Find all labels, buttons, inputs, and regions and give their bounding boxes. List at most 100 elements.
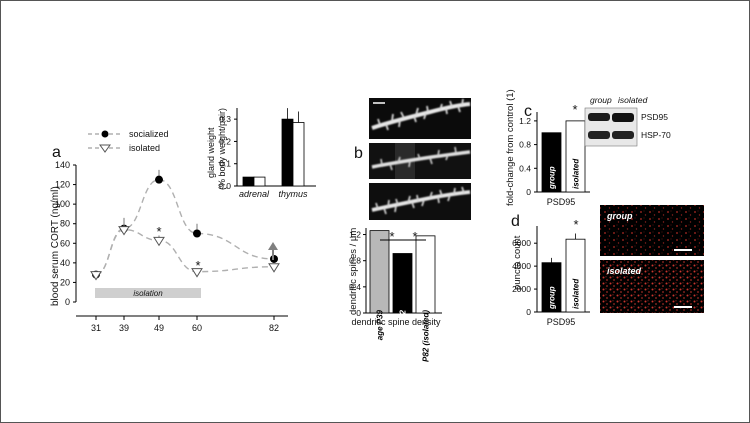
cort-star-60: * (195, 258, 200, 273)
dendrite-image-p82-isolated (369, 183, 471, 220)
gland-y-tick-label: 0.0 (219, 181, 231, 191)
cort-y-label: blood serum CORT (ng/ml) (50, 186, 61, 306)
psd95-y-tick-label: 0.8 (519, 140, 531, 150)
gland-y-tick-label: 0.1 (219, 159, 231, 169)
cort-y-tick-label: 20 (60, 277, 70, 287)
cort-y-tick-label: 80 (60, 219, 70, 229)
puncta-count-chart: d puncta count 0 2000 4000 6000 group isolat… (511, 213, 590, 327)
panel-label-b: b (354, 145, 363, 162)
cort-point-isolated (268, 263, 280, 273)
legend-marker-socialized (101, 130, 109, 138)
gland-y-label-1: gland weight (206, 127, 216, 178)
blot-header-isolated: isolated (618, 95, 648, 105)
legend-label-isolated: isolated (129, 143, 160, 153)
psd95-y-label: fold-change from control (1) (505, 89, 516, 206)
spines-bar-label: age P39 (376, 309, 385, 340)
blot-band-hsp70-isolated (612, 131, 634, 139)
cort-point-isolated (118, 226, 130, 236)
panel-label-d: d (511, 213, 520, 230)
cort-legend: socialized isolated (88, 129, 169, 153)
puncta-bar-isolated (565, 238, 586, 313)
spines-bar (369, 230, 390, 314)
puncta-y-tick-label: 6000 (512, 238, 531, 248)
puncta-y-tick-label: 4000 (512, 261, 531, 271)
gland-y-tick-label: 0.2 (219, 136, 231, 146)
gland-bar-adrenal (253, 176, 266, 187)
cort-x-tick-label: 49 (154, 323, 164, 333)
gland-cat-adrenal: adrenal (239, 189, 270, 199)
spines-y-tick-label: 0.8 (349, 256, 361, 266)
psd95-bar-label: group (548, 166, 557, 190)
cort-point-socialized (155, 175, 163, 184)
psd95-bar-label: isolated (572, 158, 581, 189)
cort-y-tick-label: 40 (60, 258, 70, 268)
blot-band-hsp70-group (588, 131, 610, 139)
blot-label-hsp70: HSP-70 (641, 130, 671, 140)
spines-bar-label: age P82 (399, 309, 408, 340)
panel-label-c: c (524, 103, 532, 120)
dendrite-image-p82 (369, 143, 471, 179)
spines-star-2: * (412, 229, 417, 244)
cort-y-tick-label: 100 (55, 199, 70, 209)
cort-x-tick-label: 31 (91, 323, 101, 333)
spines-star-1: * (389, 229, 394, 244)
cort-y-tick-label: 60 (60, 238, 70, 248)
legend-marker-isolated (99, 144, 111, 153)
arrowhead-icon (268, 242, 278, 250)
psd95-bar-isolated (565, 120, 586, 193)
puncta-bar-label: group (548, 286, 557, 310)
cort-point-isolated (90, 271, 102, 281)
cort-x-tick-label: 60 (192, 323, 202, 333)
puncta-y-label: puncta count (512, 235, 523, 290)
psd95-y-tick-label: 0.4 (519, 163, 531, 173)
spines-bar (392, 253, 413, 314)
blot-band-psd95-isolated (612, 113, 634, 122)
blot-band-psd95-group (588, 113, 610, 121)
gland-weight-chart: gland weight (% body weight/pair) 0.0 0.1… (206, 108, 316, 199)
spines-y-label: dendritic spines / μm (348, 228, 359, 315)
gland-bar-thymus (292, 122, 305, 187)
spines-y-tick-label: 0 (356, 308, 361, 318)
puncta-y-tick-label: 0 (526, 307, 531, 317)
cort-star-49: * (156, 224, 161, 239)
micrograph-group (600, 205, 704, 256)
isolation-bar-label: isolation (133, 289, 163, 298)
panel-label-a: a (52, 144, 61, 161)
blot-label-psd95: PSD95 (641, 112, 668, 122)
gland-bar-thymus (281, 118, 294, 187)
gland-cat-thymus: thymus (278, 189, 308, 199)
western-blot: group isolated PSD95 HSP-70 (584, 95, 671, 147)
micrograph-label-isolated: isolated (607, 266, 642, 276)
isolation-period-bar (95, 288, 201, 298)
spines-bar (415, 235, 436, 314)
puncta-bar-label: isolated (572, 278, 581, 309)
cort-point-isolated (153, 236, 165, 247)
cort-point-socialized (193, 229, 201, 238)
spines-y-tick-label: 1.2 (349, 230, 361, 240)
puncta-y-tick-label: 2000 (512, 284, 531, 294)
spines-bar-label: P82 (isolated) (422, 310, 431, 362)
micrograph-label-group: group (606, 211, 633, 221)
dendrite-image-p39 (369, 98, 471, 139)
cort-chart: a blood serum CORT (ng/ml) 0 20 40 60 80 100 1… (50, 129, 288, 333)
cort-x-tick-label: 82 (269, 323, 279, 333)
psd95-bar-group (541, 132, 562, 193)
spines-y-tick-label: 0.4 (349, 282, 361, 292)
cort-y-tick-label: 140 (55, 160, 70, 170)
gland-y-label-2: (% body weight/pair) (217, 108, 227, 190)
puncta-bar-group (541, 262, 562, 313)
psd95-fold-change-chart: c fold-change from control (1) 0 0.4 0.8 1.… (505, 89, 590, 207)
spines-x-label: dendritic spine density (351, 317, 441, 327)
puncta-x-label: PSD95 (547, 317, 576, 327)
micrograph-isolated (600, 260, 704, 313)
cort-y-tick-label: 0 (65, 297, 70, 307)
psd95-star: * (572, 102, 577, 117)
cort-y-tick-label: 120 (55, 180, 70, 190)
psd95-y-tick-label: 0 (526, 187, 531, 197)
gland-bar-adrenal (242, 176, 255, 187)
spine-density-chart: dendritic spines / μm 0 0.4 0.8 1.2 age P39… (348, 228, 442, 362)
cort-x-tick-label: 39 (119, 323, 129, 333)
puncta-star: * (573, 217, 578, 232)
gland-y-tick-label: 0.3 (219, 114, 231, 124)
